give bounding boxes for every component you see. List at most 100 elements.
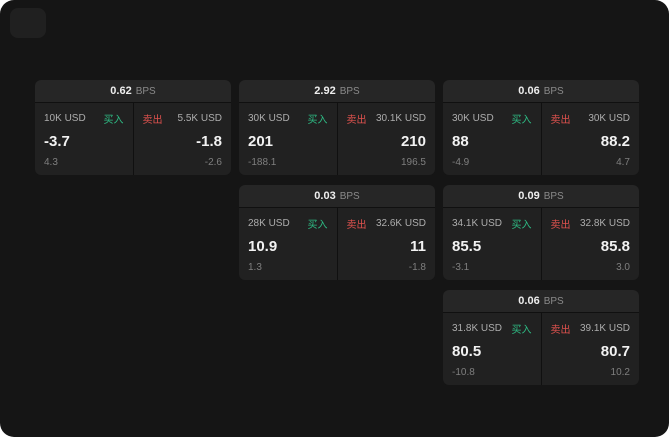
sell-amount: 30.1K USD [375, 113, 426, 124]
bps-unit-label: BPS [135, 85, 156, 97]
bps-unit-label: BPS [543, 295, 564, 307]
buy-amount: 34.1K USD [452, 218, 503, 229]
buy-panel-top-row: 30K USD 买入 [452, 111, 532, 126]
buy-delta: 1.3 [248, 262, 262, 273]
buy-price: 80.5 [452, 343, 482, 360]
bps-value: 0.62 [110, 85, 132, 97]
card-header: 0.09 BPS [443, 185, 639, 207]
card-body: 10K USD 买入 -3.7 4.3 卖出 5.5K USD -1.8 -2.… [35, 103, 231, 175]
buy-amount: 10K USD [44, 113, 86, 124]
sell-button[interactable]: 卖出 [346, 115, 367, 126]
sell-panel-top-row: 卖出 30K USD [551, 111, 631, 126]
card-body: 31.8K USD 买入 80.5 -10.8 卖出 39.1K USD 80.… [443, 313, 639, 385]
buy-panel: 10K USD 买入 -3.7 4.3 [35, 103, 133, 175]
buy-button[interactable]: 买入 [307, 115, 328, 126]
sell-price: 210 [400, 133, 426, 150]
buy-button[interactable]: 买入 [511, 325, 532, 336]
buy-panel-top-row: 10K USD 买入 [44, 111, 124, 126]
sell-panel: 卖出 32.8K USD 85.8 3.0 [541, 208, 639, 280]
buy-button[interactable]: 买入 [103, 115, 124, 126]
card-body: 34.1K USD 买入 85.5 -3.1 卖出 32.8K USD 85.8… [443, 208, 639, 280]
sell-delta: 4.7 [616, 157, 630, 168]
sell-panel-top-row: 卖出 32.8K USD [551, 216, 631, 231]
card-body: 30K USD 买入 88 -4.9 卖出 30K USD 88.2 4.7 [443, 103, 639, 175]
quote-card[interactable]: 0.09 BPS 34.1K USD 买入 85.5 -3.1 卖出 32.8K… [443, 185, 639, 280]
buy-delta: -10.8 [452, 367, 475, 378]
quote-card[interactable]: 0.06 BPS 30K USD 买入 88 -4.9 卖出 30K USD [443, 80, 639, 175]
sell-panel: 卖出 30.1K USD 210 196.5 [337, 103, 435, 175]
buy-delta: -3.1 [452, 262, 470, 273]
sell-delta: -1.8 [408, 262, 426, 273]
bps-value: 0.06 [518, 85, 540, 97]
buy-panel-top-row: 28K USD 买入 [248, 216, 328, 231]
buy-price: 88 [452, 133, 469, 150]
buy-panel: 34.1K USD 买入 85.5 -3.1 [443, 208, 541, 280]
corner-widget[interactable] [10, 8, 46, 38]
buy-button[interactable]: 买入 [307, 220, 328, 231]
card-header: 0.06 BPS [443, 290, 639, 312]
buy-panel: 28K USD 买入 10.9 1.3 [239, 208, 337, 280]
sell-panel-top-row: 卖出 32.6K USD [347, 216, 427, 231]
sell-panel: 卖出 5.5K USD -1.8 -2.6 [133, 103, 231, 175]
sell-button[interactable]: 卖出 [346, 220, 367, 231]
sell-price: -1.8 [196, 133, 222, 150]
buy-price: 85.5 [452, 238, 482, 255]
card-header: 0.62 BPS [35, 80, 231, 102]
card-body: 30K USD 买入 201 -188.1 卖出 30.1K USD 210 1… [239, 103, 435, 175]
card-header: 0.06 BPS [443, 80, 639, 102]
bps-value: 0.09 [518, 190, 540, 202]
sell-delta: 10.2 [610, 367, 630, 378]
buy-amount: 31.8K USD [452, 323, 503, 334]
buy-panel-top-row: 31.8K USD 买入 [452, 321, 532, 336]
buy-delta: 4.3 [44, 157, 58, 168]
quote-card[interactable]: 0.03 BPS 28K USD 买入 10.9 1.3 卖出 32.6K US… [239, 185, 435, 280]
buy-panel: 30K USD 买入 88 -4.9 [443, 103, 541, 175]
bps-unit-label: BPS [339, 85, 360, 97]
sell-panel-top-row: 卖出 5.5K USD [143, 111, 223, 126]
buy-button[interactable]: 买入 [511, 220, 532, 231]
sell-button[interactable]: 卖出 [142, 115, 163, 126]
buy-panel: 30K USD 买入 201 -188.1 [239, 103, 337, 175]
bps-value: 0.03 [314, 190, 336, 202]
card-header: 0.03 BPS [239, 185, 435, 207]
sell-amount: 30K USD [588, 113, 630, 124]
sell-delta: 196.5 [400, 157, 426, 168]
sell-delta: 3.0 [616, 262, 630, 273]
buy-price: -3.7 [44, 133, 70, 150]
sell-delta: -2.6 [204, 157, 222, 168]
buy-button[interactable]: 买入 [511, 115, 532, 126]
sell-price: 11 [410, 238, 426, 255]
card-body: 28K USD 买入 10.9 1.3 卖出 32.6K USD 11 -1.8 [239, 208, 435, 280]
sell-button[interactable]: 卖出 [550, 220, 571, 231]
buy-price: 10.9 [248, 238, 278, 255]
sell-button[interactable]: 卖出 [550, 115, 571, 126]
buy-amount: 30K USD [248, 113, 290, 124]
buy-amount: 30K USD [452, 113, 494, 124]
card-header: 2.92 BPS [239, 80, 435, 102]
buy-panel-top-row: 30K USD 买入 [248, 111, 328, 126]
sell-price: 88.2 [600, 133, 630, 150]
buy-delta: -4.9 [452, 157, 470, 168]
buy-price: 201 [248, 133, 274, 150]
buy-panel: 31.8K USD 买入 80.5 -10.8 [443, 313, 541, 385]
sell-panel: 卖出 39.1K USD 80.7 10.2 [541, 313, 639, 385]
bps-value: 0.06 [518, 295, 540, 307]
bps-unit-label: BPS [339, 190, 360, 202]
sell-panel: 卖出 30K USD 88.2 4.7 [541, 103, 639, 175]
sell-amount: 32.8K USD [579, 218, 630, 229]
buy-panel-top-row: 34.1K USD 买入 [452, 216, 532, 231]
sell-panel-top-row: 卖出 30.1K USD [347, 111, 427, 126]
sell-button[interactable]: 卖出 [550, 325, 571, 336]
quote-card[interactable]: 2.92 BPS 30K USD 买入 201 -188.1 卖出 30.1K … [239, 80, 435, 175]
sell-panel: 卖出 32.6K USD 11 -1.8 [337, 208, 435, 280]
bps-unit-label: BPS [543, 190, 564, 202]
bps-unit-label: BPS [543, 85, 564, 97]
sell-amount: 32.6K USD [375, 218, 426, 229]
quote-card[interactable]: 0.62 BPS 10K USD 买入 -3.7 4.3 卖出 5.5K USD [35, 80, 231, 175]
buy-amount: 28K USD [248, 218, 290, 229]
sell-panel-top-row: 卖出 39.1K USD [551, 321, 631, 336]
sell-amount: 39.1K USD [579, 323, 630, 334]
quote-card[interactable]: 0.06 BPS 31.8K USD 买入 80.5 -10.8 卖出 39.1… [443, 290, 639, 385]
quote-cards-grid: 0.62 BPS 10K USD 买入 -3.7 4.3 卖出 5.5K USD [35, 80, 639, 385]
